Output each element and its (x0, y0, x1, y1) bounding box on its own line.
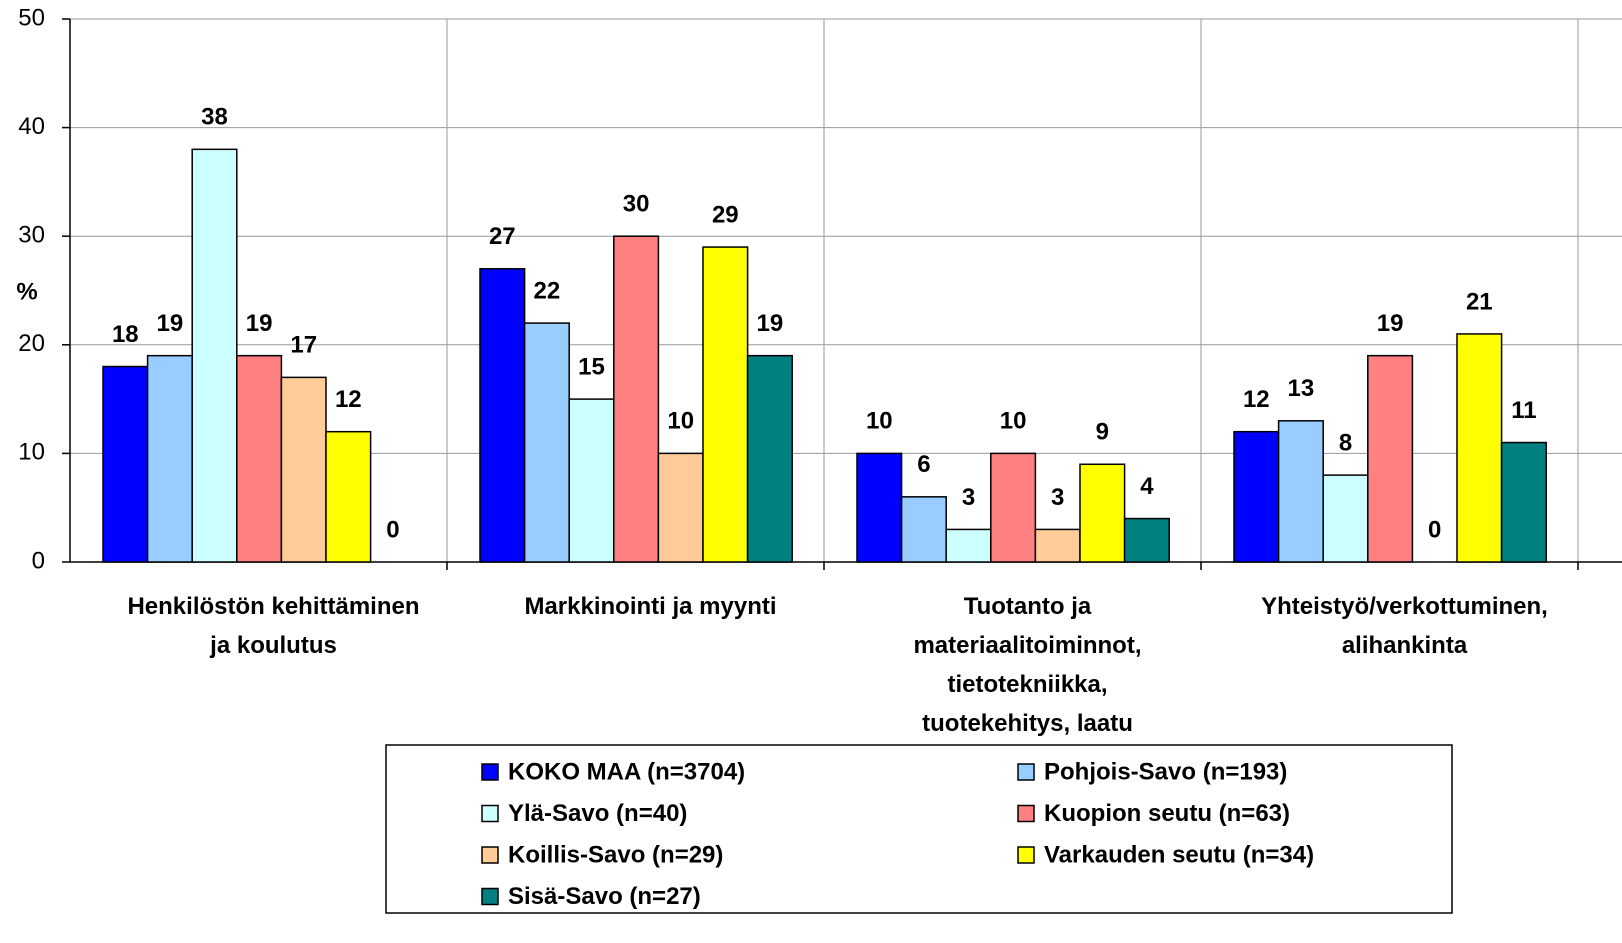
data-label: 12 (1243, 386, 1270, 413)
bar (945, 528, 992, 563)
legend-swatch (1017, 763, 1035, 781)
data-label: 8 (1339, 429, 1352, 456)
data-label: 0 (386, 516, 399, 543)
bar (613, 235, 660, 563)
data-label: 30 (623, 191, 650, 218)
bar (657, 452, 704, 563)
data-label: 19 (1377, 310, 1404, 337)
bar (325, 430, 372, 563)
data-label: 9 (1096, 419, 1109, 446)
legend-label: Pohjois-Savo (n=193) (1044, 758, 1287, 785)
legend-label: Ylä-Savo (n=40) (508, 800, 687, 827)
legend-label: Koillis-Savo (n=29) (508, 841, 723, 868)
legend-label: KOKO MAA (n=3704) (508, 758, 745, 785)
y-tick-label: 30 (18, 222, 45, 249)
bar (1034, 528, 1081, 563)
data-label: 27 (489, 223, 516, 250)
bar (702, 246, 749, 563)
bar (146, 354, 193, 563)
data-label: 3 (962, 484, 975, 511)
data-label: 19 (157, 310, 184, 337)
legend-label: Sisä-Savo (n=27) (508, 883, 701, 910)
data-label: 19 (246, 310, 273, 337)
legend-label: Varkauden seutu (n=34) (1044, 841, 1314, 868)
bar (1367, 354, 1414, 563)
data-label: 10 (866, 408, 893, 435)
bar (280, 376, 327, 563)
bar (479, 268, 526, 563)
bar (236, 354, 283, 563)
data-label: 13 (1288, 375, 1315, 402)
x-tick-label: Tuotanto ja materiaalitoiminnot, tietotekn… (913, 593, 1141, 737)
bar (523, 322, 570, 563)
legend-swatch (481, 887, 499, 906)
data-label: 11 (1511, 397, 1536, 424)
data-label: 19 (757, 310, 784, 337)
data-label: 15 (578, 353, 605, 380)
data-label: 12 (335, 386, 362, 413)
y-tick-label: 20 (18, 330, 45, 357)
bar (1500, 441, 1547, 563)
bar (191, 148, 238, 563)
y-tick-label: 50 (18, 4, 45, 31)
data-label: 17 (290, 332, 317, 359)
x-tick-label: Markkinointi ja myynti (524, 593, 776, 620)
data-label: 18 (112, 321, 139, 348)
data-label: 3 (1051, 484, 1064, 511)
data-label: 21 (1466, 288, 1493, 315)
legend-label: Kuopion seutu (n=63) (1044, 800, 1290, 827)
bar (1079, 463, 1126, 563)
bar (900, 496, 947, 563)
bar (568, 398, 615, 563)
legend-box (385, 744, 1453, 914)
bar (856, 452, 903, 563)
legend-swatch (481, 804, 499, 823)
data-label: 0 (1428, 516, 1441, 543)
bar (1456, 333, 1503, 563)
y-tick-label: 40 (18, 113, 45, 140)
y-tick-label: 0 (32, 547, 45, 574)
data-label: 10 (1000, 408, 1027, 435)
y-tick-label: 10 (18, 439, 45, 466)
bar (990, 452, 1037, 563)
legend-swatch (481, 846, 499, 864)
legend-swatch (481, 763, 499, 781)
bar (1322, 474, 1369, 563)
bar (746, 354, 793, 563)
x-tick-label: Yhteistyö/verkottuminen, alihankinta (1261, 593, 1548, 659)
bar (1277, 420, 1324, 563)
legend-swatch (1017, 804, 1035, 823)
legend-swatch (1017, 846, 1035, 864)
bar (1123, 517, 1170, 563)
data-label: 22 (534, 277, 561, 304)
data-label: 4 (1140, 473, 1154, 500)
data-label: 6 (917, 451, 930, 478)
data-label: 29 (712, 201, 739, 228)
y-axis-label: % (16, 278, 37, 305)
bar (1233, 430, 1280, 563)
data-label: 38 (201, 104, 228, 131)
bar (102, 365, 149, 563)
x-tick-label: Henkilöstön kehittäminen ja koulutus (127, 593, 419, 659)
data-label: 10 (667, 408, 694, 435)
